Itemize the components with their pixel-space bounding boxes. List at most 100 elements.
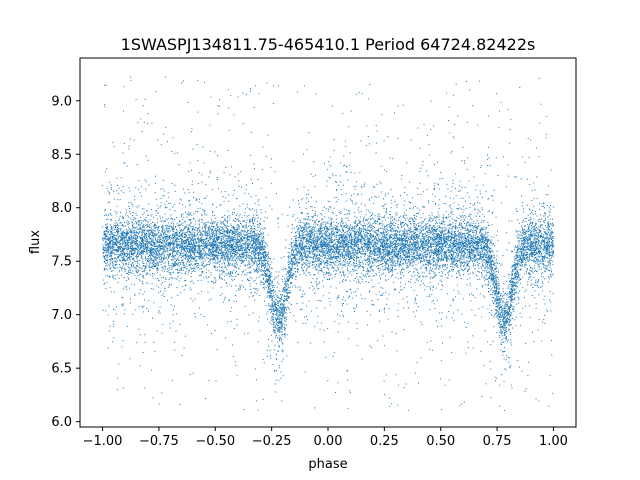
data-point [274, 303, 276, 305]
data-point [218, 245, 220, 246]
data-point [535, 240, 536, 242]
data-point [171, 239, 173, 241]
data-point [230, 245, 232, 247]
data-point [420, 321, 422, 323]
data-point [328, 263, 330, 265]
data-point [481, 274, 483, 276]
data-point [115, 220, 116, 222]
data-point [350, 240, 352, 241]
data-point [505, 293, 507, 295]
data-point [383, 241, 384, 243]
data-point [428, 233, 430, 235]
data-point [109, 193, 110, 195]
data-point [109, 255, 111, 257]
data-point [360, 230, 362, 232]
data-point [349, 228, 351, 230]
data-point [342, 222, 344, 224]
data-point [524, 264, 525, 266]
data-point [533, 239, 535, 241]
data-point [272, 304, 273, 306]
data-point [369, 246, 371, 248]
data-point [337, 266, 339, 268]
data-point [244, 254, 246, 256]
data-point [206, 264, 208, 265]
data-point [283, 314, 285, 316]
data-point [479, 278, 481, 280]
data-point [367, 98, 369, 100]
data-point [503, 297, 505, 299]
data-point [161, 277, 163, 279]
data-point [428, 264, 429, 266]
data-point [365, 219, 367, 221]
data-point [185, 240, 186, 242]
data-point [372, 247, 374, 249]
data-point [253, 295, 255, 297]
data-point [283, 309, 285, 311]
data-point [525, 261, 527, 263]
data-point [453, 219, 455, 221]
data-point [124, 248, 126, 250]
data-point [234, 229, 236, 231]
data-point [126, 230, 128, 232]
data-point [497, 175, 499, 176]
data-point [375, 293, 377, 295]
data-point [180, 277, 182, 279]
data-point [111, 239, 113, 241]
data-point [288, 271, 290, 273]
data-point [374, 227, 375, 229]
data-point [551, 256, 553, 258]
data-point [257, 341, 259, 343]
data-point [537, 239, 539, 241]
data-point [278, 344, 280, 346]
data-point [375, 142, 377, 144]
data-point [200, 245, 201, 247]
data-point [169, 323, 171, 325]
data-point [160, 234, 162, 236]
data-point [319, 242, 321, 244]
data-point [374, 222, 376, 224]
data-point [362, 250, 364, 252]
data-point [220, 243, 222, 245]
data-point [181, 255, 183, 257]
data-point [433, 252, 434, 254]
data-point [171, 151, 173, 152]
data-point [533, 257, 535, 259]
data-point [198, 172, 200, 174]
data-point [145, 282, 147, 284]
data-point [123, 142, 125, 144]
data-point [260, 270, 262, 272]
data-point [426, 275, 428, 277]
data-point [321, 227, 323, 229]
data-point [229, 241, 231, 243]
data-point [232, 257, 234, 259]
data-point [136, 261, 138, 263]
data-point [206, 246, 208, 248]
data-point [425, 231, 427, 233]
data-point [432, 229, 433, 231]
data-point [326, 261, 328, 263]
data-point [116, 177, 118, 179]
data-point [235, 365, 237, 366]
data-point [145, 242, 147, 244]
data-point [514, 271, 516, 273]
data-point [506, 303, 508, 305]
data-point [116, 248, 118, 250]
data-point [361, 187, 363, 189]
data-point [496, 261, 498, 263]
data-point [119, 260, 121, 262]
data-point [293, 315, 295, 317]
data-point [169, 242, 170, 244]
data-point [495, 303, 497, 305]
data-point [410, 286, 412, 288]
data-point [177, 269, 179, 271]
data-point [353, 193, 355, 195]
data-point [509, 292, 511, 293]
data-point [522, 258, 524, 260]
data-point [523, 241, 525, 243]
data-point [535, 213, 536, 215]
data-point [520, 279, 521, 281]
data-point [408, 229, 410, 231]
data-point [355, 220, 356, 222]
data-point [257, 237, 259, 239]
data-point [190, 231, 192, 233]
